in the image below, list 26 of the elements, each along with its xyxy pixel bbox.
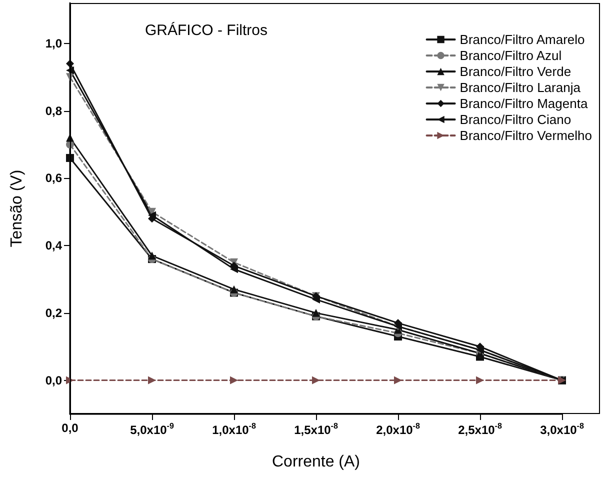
y-tick-label: 0,4 bbox=[45, 238, 62, 253]
y-axis-title: Tensão (V) bbox=[8, 170, 26, 248]
point bbox=[476, 376, 484, 384]
y-tick-label: 0,0 bbox=[45, 373, 62, 388]
legend-label: Branco/Filtro Amarelo bbox=[460, 32, 585, 47]
y-tick-label: 0,2 bbox=[45, 306, 62, 320]
point bbox=[230, 376, 238, 384]
y-tick-label: 0,6 bbox=[45, 171, 62, 186]
legend-label: Branco/Filtro Azul bbox=[460, 48, 562, 63]
point bbox=[230, 285, 238, 294]
point bbox=[312, 308, 320, 317]
point bbox=[312, 295, 320, 304]
point bbox=[148, 376, 156, 384]
point bbox=[230, 265, 238, 274]
legend-label: Branco/Filtro Vermelho bbox=[460, 128, 592, 143]
x-axis-title: Corrente (A) bbox=[272, 454, 360, 470]
legend-label: Branco/Filtro Verde bbox=[460, 64, 572, 79]
point bbox=[148, 252, 156, 260]
y-tick-label: 1,0 bbox=[45, 36, 62, 50]
legend-label: Branco/Filtro Ciano bbox=[460, 112, 572, 127]
legend-label: Branco/Filtro Magenta bbox=[460, 96, 588, 111]
y-tick-label: 0,8 bbox=[45, 104, 62, 118]
point bbox=[148, 211, 156, 220]
x-tick-label: 0,0 bbox=[62, 421, 79, 435]
text: GRÁFICO - Filtros bbox=[145, 21, 268, 39]
legend-label: Branco/Filtro Laranja bbox=[460, 80, 582, 95]
